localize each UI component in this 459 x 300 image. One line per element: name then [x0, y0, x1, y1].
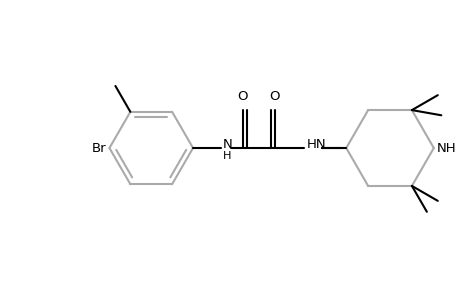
Text: O: O [269, 90, 279, 103]
Text: N: N [223, 137, 232, 151]
Text: H: H [223, 151, 231, 161]
Text: HN: HN [306, 137, 325, 151]
Text: Br: Br [92, 142, 106, 154]
Text: O: O [237, 90, 247, 103]
Text: NH: NH [436, 142, 455, 154]
